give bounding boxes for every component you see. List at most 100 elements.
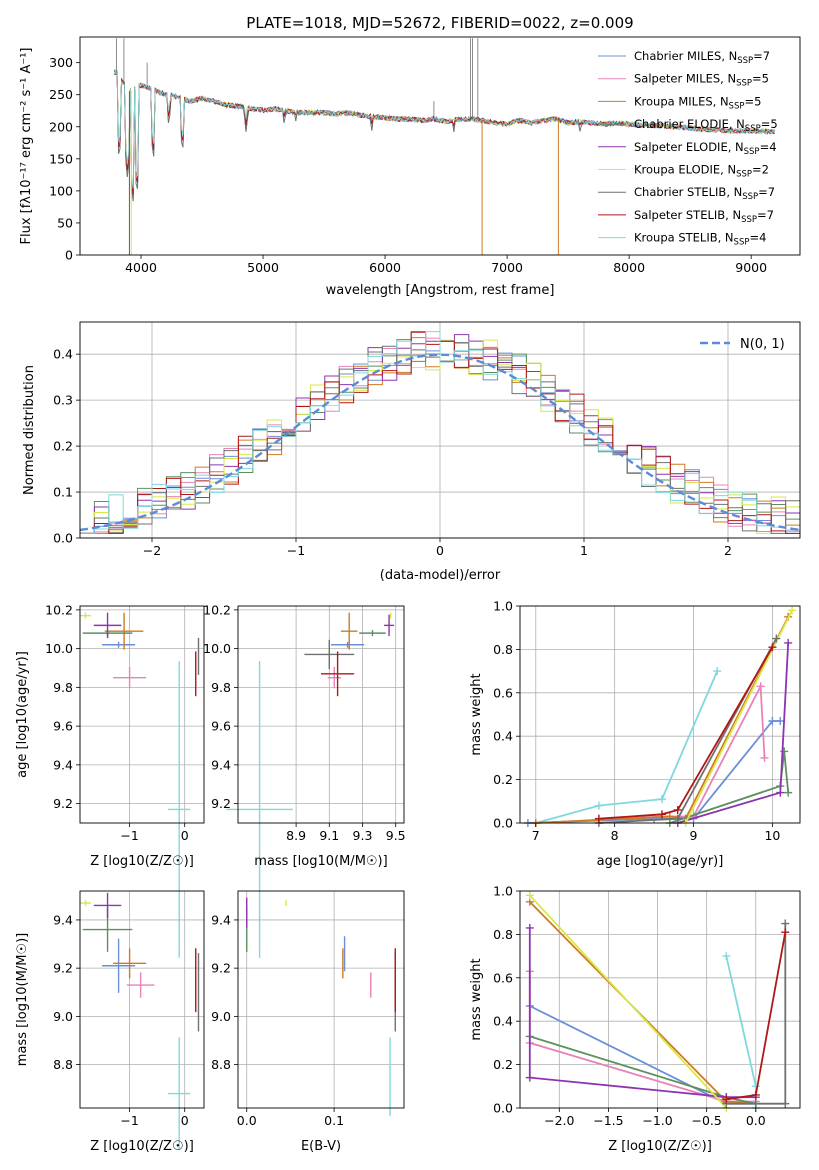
errorbar-chabrier_stelib (304, 639, 355, 670)
tick-label-y: 150 (49, 151, 73, 166)
tick-label-y: 9.2 (211, 796, 231, 811)
axes-frame (519, 890, 801, 1109)
plot-area-weight_vs_Z (525, 891, 790, 1112)
plot-area-mass_vs_EBV (246, 897, 396, 1116)
tick-label-x: 0.0 (746, 1113, 766, 1128)
tick-label-y: 9.2 (53, 796, 73, 811)
axes-age_vs_Z: −1 0 9.2 9.4 9.6 9.8 10.0 10.2 Z [log10(Z/Z☉)] ag… (15, 602, 205, 958)
axis-label-y: mass [log10(M/M☉)] (15, 933, 30, 1066)
tick-label-x: 4000 (125, 260, 157, 275)
tick-label-x: −0.5 (691, 1113, 721, 1128)
errorbar-chabrier_elodie (359, 630, 386, 637)
axes-mass_vs_EBV: 0.0 0.1 8.8 9.0 9.2 9.4 E(B-V) (211, 890, 405, 1154)
tick-label-y: 10.2 (45, 602, 73, 617)
tick-label-x: 8000 (613, 260, 645, 275)
weight-marker-chabrier_stelib (772, 634, 781, 643)
weight-marker-chabrier_elodie (780, 747, 789, 756)
legend-label: Salpeter ELODIE, NSSP=4 (634, 140, 777, 157)
weight-line-kroupa_elodie (684, 609, 793, 824)
axis-label-x: Z [log10(Z/Z☉)] (90, 1139, 194, 1154)
axes-mass_vs_Z: −1 0 8.8 9.0 9.2 9.4 Z [log10(Z/Z☉)] mass [log1… (15, 890, 205, 1154)
tick-label-y: 1.0 (493, 884, 513, 899)
tick-label-y: 200 (49, 119, 73, 134)
errorbar-kroupa_miles (113, 948, 147, 979)
legend-label: Chabrier ELODIE, NSSP=5 (634, 117, 778, 134)
errorbar-salpeter_miles (327, 666, 341, 689)
weight-marker-salpeter_miles (756, 682, 765, 691)
legend-label: Kroupa ELODIE, NSSP=2 (634, 163, 769, 180)
weight-line-salpeter_stelib (598, 646, 774, 820)
errorbar-salpeter_miles (113, 666, 147, 689)
weight-marker-salpeter_stelib (673, 805, 682, 814)
tick-label-x: −1.0 (642, 1113, 672, 1128)
tick-label-y: 9.8 (211, 680, 231, 695)
weight-marker-salpeter_elodie (525, 923, 534, 932)
errorbar-kroupa_stelib (168, 661, 191, 958)
axis-label-x: Z [log10(Z/Z☉)] (90, 854, 194, 869)
errorbar-chabrier_miles (330, 641, 365, 648)
axes-frame (79, 605, 205, 824)
tick-label-y: 9.4 (211, 912, 231, 927)
legend-label: Salpeter MILES, NSSP=5 (634, 72, 769, 89)
weight-marker-chabrier_stelib (673, 814, 682, 823)
tick-label-y: 300 (49, 55, 73, 70)
errorbar-salpeter_elodie (93, 892, 122, 919)
axes-weight_vs_Z: −2.0 −1.5 −1.0 −0.5 0.0 0.0 0.2 0.4 0.6 0.8 1.0 Z [… (469, 884, 801, 1154)
weight-marker-salpeter_miles (760, 753, 769, 762)
axes-frame (79, 321, 801, 539)
axis-label-x: Z [log10(Z/Z☉)] (608, 1139, 712, 1154)
tick-label-x: 2 (724, 543, 732, 558)
tick-label-y: 0.0 (493, 816, 513, 831)
tick-label-x: 6000 (369, 260, 401, 275)
tick-label-y: 50 (57, 215, 73, 230)
tick-label-y: 9.2 (211, 961, 231, 976)
axis-label-y: mass weight (469, 958, 484, 1040)
tick-label-y: 9.2 (53, 961, 73, 976)
weight-marker-chabrier_stelib (781, 1099, 790, 1108)
axes-weight_vs_age: 7 8 9 10 0.0 0.2 0.4 0.6 0.8 1.0 age [log10(age/yr… (469, 599, 801, 869)
tick-label-x: 9000 (735, 260, 767, 275)
axis-label-y: Flux [fλ10⁻¹⁷ erg cm⁻² s⁻¹ A⁻¹] (19, 48, 34, 245)
weight-marker-kroupa_elodie (525, 891, 534, 900)
tick-label-y: 9.4 (53, 757, 73, 772)
plot-area-residuals (80, 331, 800, 534)
errorbar-salpeter_elodie (93, 612, 122, 639)
tick-label-y: 250 (49, 87, 73, 102)
axes-frame (237, 605, 405, 824)
weight-marker-salpeter_stelib (594, 814, 603, 823)
tick-label-y: 9.0 (53, 1009, 73, 1024)
axis-label-x: age [log10(age/yr)] (597, 854, 724, 869)
weight-marker-kroupa_stelib (713, 667, 722, 676)
spectrum-line-kroupa_stelib (113, 69, 775, 189)
tick-label-y: 10.0 (45, 641, 73, 656)
tick-label-y: 100 (49, 183, 73, 198)
weight-marker-chabrier_miles (650, 814, 659, 823)
tick-label-y: 0.2 (493, 772, 513, 787)
tick-label-x: 0 (181, 828, 189, 843)
weight-line-kroupa_elodie (529, 894, 727, 1109)
axes-frame (79, 36, 801, 256)
weight-marker-salpeter_stelib (722, 1095, 731, 1104)
tick-label-y: 0.6 (493, 970, 513, 985)
tick-label-x: −1 (120, 828, 138, 843)
axes-frame (519, 605, 801, 824)
tick-label-x: 9.3 (353, 828, 373, 843)
legend-label: Kroupa MILES, NSSP=5 (634, 94, 761, 111)
tick-label-y: 0 (65, 248, 73, 263)
legend-label: Kroupa STELIB, NSSP=4 (634, 231, 766, 248)
tick-label-x: 9 (690, 828, 698, 843)
errorbar-kroupa_stelib (168, 1037, 191, 1150)
errorbar-kroupa_elodie (80, 900, 92, 907)
tick-label-x: −1 (287, 543, 305, 558)
tick-label-x: 9.5 (386, 828, 406, 843)
axis-label-y: Normed distribution (22, 365, 37, 495)
legend-label: Chabrier STELIB, NSSP=7 (634, 185, 775, 202)
tick-label-x: 7 (532, 828, 540, 843)
weight-marker-salpeter_elodie (784, 638, 793, 647)
legend-label: Salpeter STELIB, NSSP=7 (634, 208, 774, 225)
weight-marker-salpeter_elodie (525, 1073, 534, 1082)
tick-label-x: 8 (611, 828, 619, 843)
tick-label-x: −1.5 (593, 1113, 623, 1128)
errorbar-kroupa_miles (340, 612, 358, 650)
